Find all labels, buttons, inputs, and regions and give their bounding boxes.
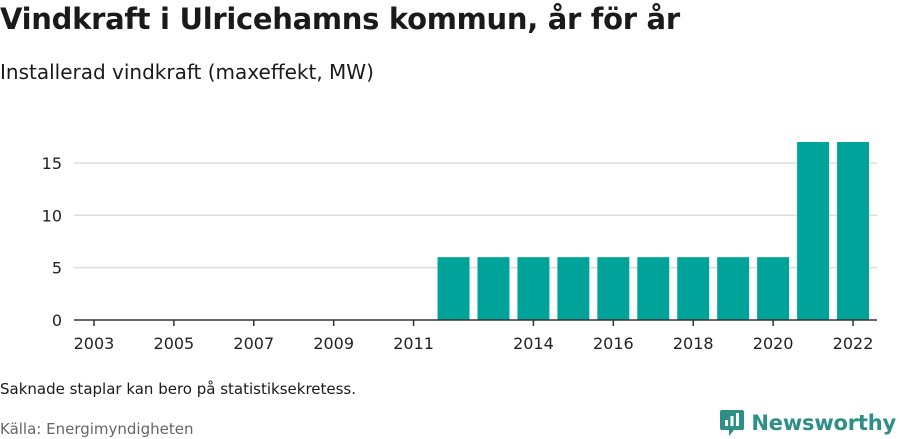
chart-title: Vindkraft i Ulricehamns kommun, år för å… — [0, 2, 680, 36]
bar — [677, 257, 710, 320]
bar — [797, 142, 830, 320]
x-tick-label: 2022 — [833, 334, 874, 353]
axes: 0 5 10 15 2003 2005 2007 2009 2011 2014 2016 2018 20… — [42, 154, 877, 353]
bar-chart: 0 5 10 15 2003 2005 2007 2009 2011 2014 2016 2018 20… — [42, 142, 877, 353]
brand-name: Newsworthy — [751, 411, 896, 435]
bars — [437, 142, 870, 320]
x-tick-label: 2020 — [753, 334, 794, 353]
y-tick-label: 5 — [52, 259, 62, 278]
bar — [597, 257, 630, 320]
bar — [557, 257, 590, 320]
footnote: Saknade staplar kan bero på statistiksek… — [0, 380, 357, 398]
chart-subtitle: Installerad vindkraft (maxeffekt, MW) — [0, 60, 374, 84]
y-tick-label: 15 — [42, 154, 62, 173]
bar — [477, 257, 510, 320]
x-tick-label: 2018 — [673, 334, 714, 353]
x-tick-label: 2011 — [393, 334, 434, 353]
source-text: Källa: Energimyndigheten — [0, 420, 194, 438]
y-tick-label: 0 — [52, 311, 62, 330]
bar — [517, 257, 550, 320]
bar — [837, 142, 870, 320]
bar — [757, 257, 790, 320]
x-tick-label: 2007 — [233, 334, 274, 353]
newsworthy-logo-icon — [720, 410, 745, 436]
bar — [637, 257, 670, 320]
bar — [437, 257, 470, 320]
x-tick-label: 2009 — [313, 334, 354, 353]
y-tick-label: 10 — [42, 206, 62, 225]
bar — [717, 257, 750, 320]
gridlines — [74, 162, 877, 269]
x-tick-label: 2005 — [154, 334, 195, 353]
brand-logo: Newsworthy — [719, 408, 896, 438]
x-tick-label: 2014 — [513, 334, 554, 353]
x-tick-label: 2016 — [593, 334, 634, 353]
x-tick-label: 2003 — [74, 334, 115, 353]
